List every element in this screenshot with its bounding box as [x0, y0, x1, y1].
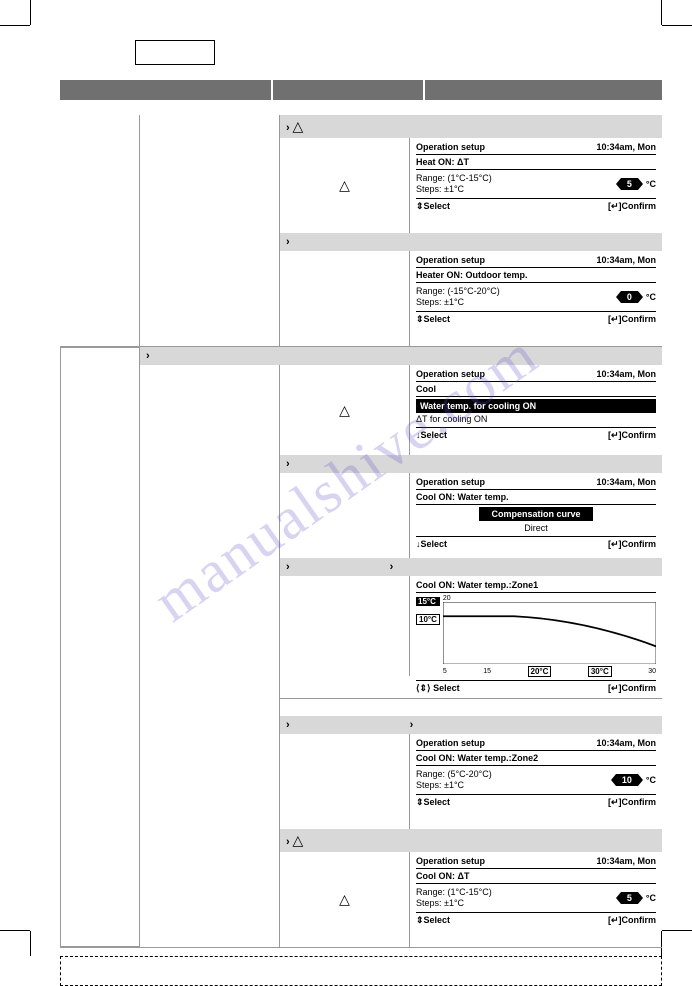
triangle-icon: △ [339, 402, 350, 419]
panel-time: 10:34am, Mon [596, 369, 656, 379]
panel-time: 10:34am, Mon [596, 738, 656, 748]
chart-axis-label: 20 [443, 595, 451, 602]
steps-text: Steps: ±1°C [416, 297, 500, 307]
select-hint: ↓Select [416, 430, 447, 441]
panel-time: 10:34am, Mon [596, 142, 656, 152]
panel-title: Operation setup [416, 142, 485, 152]
chart-axis-label: 30 [648, 668, 656, 675]
crop-mark [661, 0, 662, 25]
steps-text: Steps: ±1°C [416, 898, 492, 908]
confirm-hint: [↵]Confirm [608, 683, 656, 694]
confirm-hint: [↵]Confirm [608, 539, 656, 550]
lcd-panel-comp-curve: Cool ON: Water temp.:Zone1 15°C 10°C 20 [410, 576, 662, 698]
panel-title: Operation setup [416, 738, 485, 748]
section-header: › [140, 347, 662, 365]
panel-subtitle: Cool [416, 384, 656, 397]
confirm-hint: [↵]Confirm [608, 797, 656, 808]
panel-subtitle: Cool ON: Water temp. [416, 492, 656, 505]
crop-mark [662, 930, 692, 931]
menu-option-selected: Compensation curve [479, 507, 592, 521]
header-box [135, 40, 215, 65]
unit-text: °C [646, 179, 656, 189]
chart-axis-label: 5 [443, 668, 447, 675]
chart-axis-label: 15 [483, 668, 491, 675]
crop-mark [662, 25, 692, 26]
chart-y-value: 15°C [416, 597, 440, 606]
panel-title: Operation setup [416, 255, 485, 265]
chart-x-value: 30°C [588, 666, 612, 677]
section-header: › △ [280, 115, 662, 138]
value-badge: 0 [621, 291, 638, 303]
panel-time: 10:34am, Mon [596, 477, 656, 487]
range-text: Range: (1°C-15°C) [416, 887, 492, 897]
section-header: › [280, 233, 662, 251]
range-text: Range: (5°C-20°C) [416, 769, 492, 779]
panel-time: 10:34am, Mon [596, 255, 656, 265]
range-text: Range: (1°C-15°C) [416, 173, 492, 183]
panel-subtitle: Cool ON: ΔT [416, 871, 656, 884]
chart-x-value: 20°C [528, 666, 552, 677]
unit-text: °C [646, 775, 656, 785]
panel-subtitle: Cool ON: Water temp.:Zone1 [416, 580, 656, 593]
menu-option-selected: Water temp. for cooling ON [416, 399, 656, 413]
panel-time: 10:34am, Mon [596, 856, 656, 866]
section-header: ›› [280, 558, 662, 576]
select-hint: ⟨⇕⟩ Select [416, 683, 460, 694]
lcd-panel-heat-dt: Operation setup10:34am, Mon Heat ON: ΔT … [410, 138, 662, 233]
select-hint: ⇕Select [416, 797, 450, 808]
steps-text: Steps: ±1°C [416, 780, 492, 790]
panel-title: Operation setup [416, 856, 485, 866]
crop-mark [0, 25, 30, 26]
panel-title: Operation setup [416, 477, 485, 487]
panel-subtitle: Cool ON: Water temp.:Zone2 [416, 753, 656, 766]
select-hint: ⇕Select [416, 915, 450, 926]
page-content: › △ △ Operation setup 10:34am, Mon Heat O… [60, 40, 662, 906]
crop-mark [30, 931, 31, 956]
dashed-note-box [60, 956, 662, 986]
unit-text: °C [646, 292, 656, 302]
section-header: ›› [280, 716, 662, 734]
section-header: › [280, 455, 662, 473]
lcd-panel-heater-outdoor: Operation setup 10:34am, Mon Heater ON: O… [410, 251, 662, 346]
confirm-hint: [↵]Confirm [608, 915, 656, 926]
select-hint: ⇕Select [416, 314, 450, 325]
lcd-panel-cool-water: Operation setup 10:34am, Mon Cool ON: Wat… [410, 473, 662, 558]
section-header: › △ [280, 829, 662, 852]
confirm-hint: [↵]Confirm [608, 201, 656, 212]
select-hint: ↓Select [416, 539, 447, 550]
confirm-hint: [↵]Confirm [608, 314, 656, 325]
crop-mark [0, 930, 30, 931]
section-bar [60, 80, 662, 100]
unit-text: °C [646, 893, 656, 903]
compensation-curve-chart [443, 602, 656, 664]
lcd-panel-cool-menu: Operation setup 10:34am, Mon Cool Water t… [410, 365, 662, 455]
confirm-hint: [↵]Confirm [608, 430, 656, 441]
panel-title: Operation setup [416, 369, 485, 379]
value-badge: 10 [616, 774, 638, 786]
panel-subtitle: Heat ON: ΔT [416, 157, 656, 170]
crop-mark [30, 0, 31, 25]
range-text: Range: (-15°C-20°C) [416, 286, 500, 296]
value-badge: 5 [621, 178, 638, 190]
value-badge: 5 [621, 892, 638, 904]
panel-subtitle: Heater ON: Outdoor temp. [416, 270, 656, 283]
triangle-icon: △ [339, 177, 350, 194]
menu-option: Direct [416, 523, 656, 533]
menu-option: ΔT for cooling ON [416, 414, 656, 424]
steps-text: Steps: ±1°C [416, 184, 492, 194]
chart-y-value: 10°C [416, 614, 440, 625]
lcd-panel-zone2: Operation setup 10:34am, Mon Cool ON: Wat… [410, 734, 662, 829]
select-hint: ⇕Select [416, 201, 450, 212]
triangle-icon: △ [339, 891, 350, 908]
lcd-panel-cool-dt: Operation setup10:34am, Mon Cool ON: ΔT … [410, 852, 662, 947]
